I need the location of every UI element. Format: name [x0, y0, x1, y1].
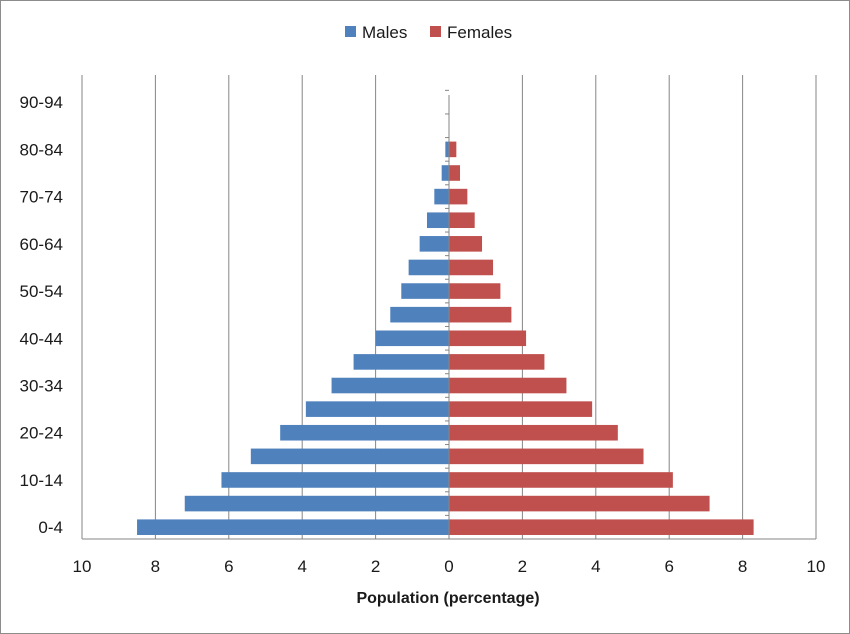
female-bar-40-44 — [449, 330, 527, 347]
female-bar-70-74 — [449, 188, 468, 205]
male-bar-30-34 — [331, 377, 449, 394]
bars — [137, 141, 754, 535]
male-bar-65-69 — [426, 212, 449, 229]
female-bar-65-69 — [449, 212, 475, 229]
male-bar-50-54 — [401, 283, 449, 299]
x-tick-label: 10 — [807, 557, 826, 576]
male-bar-0-4 — [137, 519, 450, 535]
x-tick-label: 6 — [224, 557, 233, 576]
y-tick-label: 20-24 — [20, 424, 63, 443]
male-bar-80-84 — [445, 141, 449, 158]
female-bar-15-19 — [449, 448, 644, 465]
female-bar-30-34 — [449, 377, 567, 394]
female-bar-10-14 — [449, 472, 673, 488]
female-bar-45-49 — [449, 306, 512, 323]
y-tick-label: 70-74 — [20, 188, 63, 207]
y-tick-label: 60-64 — [20, 235, 63, 254]
female-bar-55-59 — [449, 259, 494, 276]
male-bar-75-79 — [441, 165, 449, 181]
male-bar-70-74 — [434, 188, 449, 205]
female-bar-35-39 — [449, 354, 545, 370]
male-bar-25-29 — [305, 401, 449, 417]
male-bar-10-14 — [221, 472, 449, 488]
female-bar-25-29 — [449, 401, 593, 417]
female-bar-0-4 — [449, 519, 754, 535]
female-bar-80-84 — [449, 141, 457, 158]
y-tick-label: 90-94 — [20, 93, 63, 112]
x-tick-label: 0 — [444, 557, 453, 576]
x-tick-label: 8 — [151, 557, 160, 576]
male-bar-5-9 — [184, 495, 449, 512]
x-tick-label: 4 — [591, 557, 600, 576]
male-bar-20-24 — [280, 424, 449, 441]
female-bar-75-79 — [449, 165, 461, 181]
male-bar-60-64 — [419, 236, 449, 252]
male-bar-45-49 — [390, 306, 449, 323]
y-tick-label: 80-84 — [20, 140, 63, 159]
x-axis-title: Population (percentage) — [356, 590, 539, 607]
male-bar-15-19 — [250, 448, 449, 465]
legend-swatch-females — [430, 26, 441, 37]
female-bar-50-54 — [449, 283, 501, 299]
y-tick-label: 40-44 — [20, 329, 63, 348]
y-tick-label: 0-4 — [38, 518, 63, 537]
gridlines — [81, 75, 817, 540]
x-tick-label: 2 — [371, 557, 380, 576]
x-tick-label: 2 — [518, 557, 527, 576]
female-bar-5-9 — [449, 495, 710, 512]
y-axis: 0-4 10-14 20-24 30-34 40-44 50-54 60-64 70-74 80… — [20, 89, 450, 540]
y-tick-label: 10-14 — [20, 471, 63, 490]
y-tick-label: 50-54 — [20, 282, 63, 301]
male-bar-40-44 — [375, 330, 449, 347]
y-tick-label: 30-34 — [20, 377, 63, 396]
x-tick-label: 8 — [738, 557, 747, 576]
legend: Males Females — [345, 23, 512, 42]
x-axis: 10 8 6 4 2 0 2 4 6 8 10 — [73, 557, 826, 576]
x-tick-label: 10 — [73, 557, 92, 576]
female-bar-60-64 — [449, 236, 483, 252]
x-tick-label: 4 — [297, 557, 306, 576]
female-bar-20-24 — [449, 424, 618, 441]
male-bar-35-39 — [353, 354, 449, 370]
legend-label-females: Females — [447, 23, 512, 42]
x-tick-label: 6 — [664, 557, 673, 576]
legend-label-males: Males — [362, 23, 407, 42]
male-bar-55-59 — [408, 259, 449, 276]
legend-swatch-males — [345, 26, 356, 37]
